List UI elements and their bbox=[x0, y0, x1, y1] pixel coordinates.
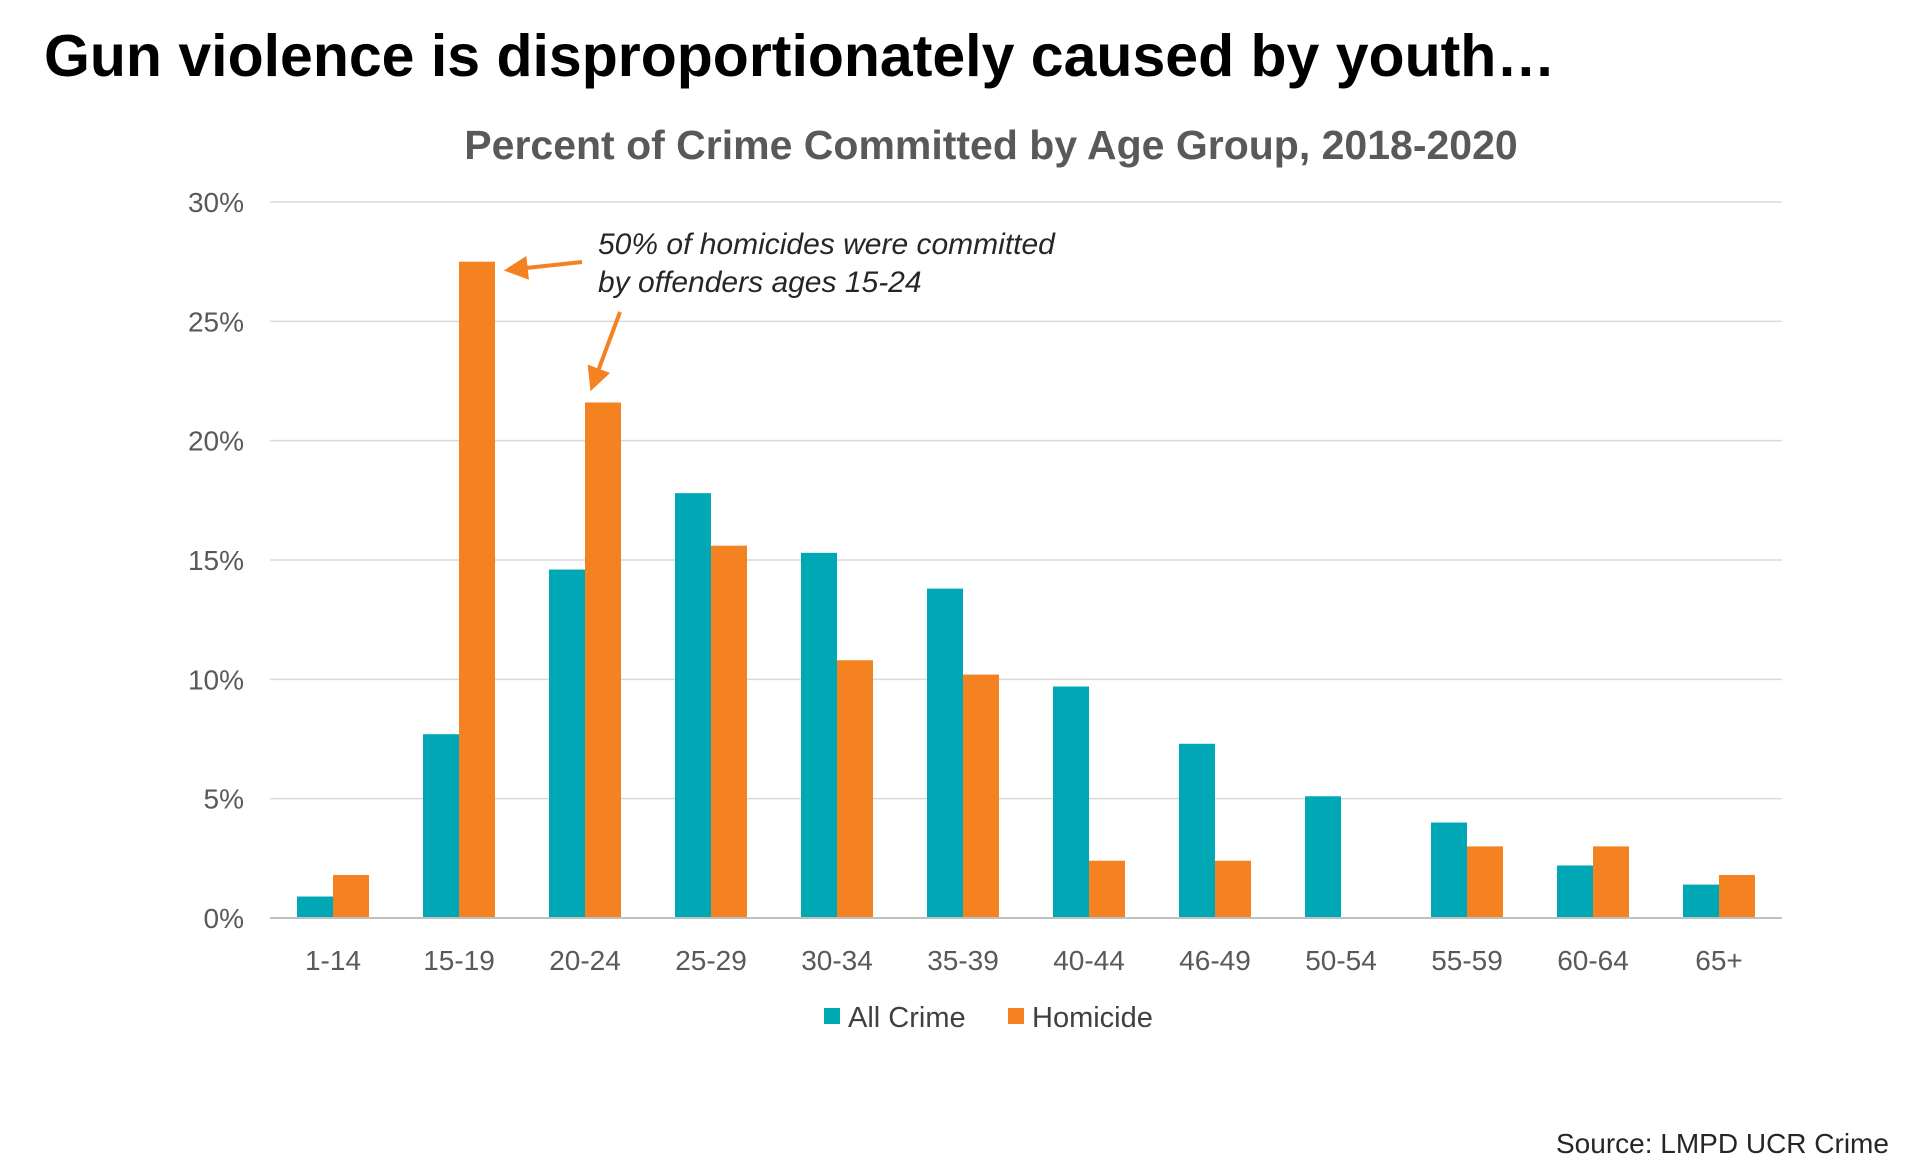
x-tick-label: 55-59 bbox=[1431, 945, 1503, 976]
bar-homicide-40-44 bbox=[1089, 860, 1125, 918]
chart-title: Percent of Crime Committed by Age Group,… bbox=[464, 122, 1517, 168]
x-tick-label: 40-44 bbox=[1053, 945, 1125, 976]
bar-all-crime-46-49 bbox=[1179, 743, 1215, 918]
legend-label: All Crime bbox=[848, 1002, 966, 1034]
bar-all-crime-30-34 bbox=[801, 552, 837, 918]
y-tick-label: 10% bbox=[188, 664, 244, 695]
y-tick-label: 25% bbox=[188, 306, 244, 337]
y-tick-label: 30% bbox=[188, 187, 244, 218]
legend-swatch bbox=[1008, 1008, 1024, 1024]
bars bbox=[297, 261, 1755, 919]
y-tick-label: 5% bbox=[204, 784, 244, 815]
bar-all-crime-40-44 bbox=[1053, 686, 1089, 918]
y-tick-label: 20% bbox=[188, 426, 244, 457]
bar-homicide-55-59 bbox=[1467, 846, 1503, 918]
annotation-arrow bbox=[587, 311, 622, 392]
x-tick-label: 15-19 bbox=[423, 945, 495, 976]
legend: All Crime Homicide bbox=[824, 1002, 1153, 1034]
bar-all-crime-35-39 bbox=[927, 588, 963, 918]
annotation-line-1: 50% of homicides were committed bbox=[598, 228, 1056, 261]
x-tick-label: 50-54 bbox=[1305, 945, 1377, 976]
bar-homicide-65+ bbox=[1719, 875, 1755, 918]
bar-all-crime-65+ bbox=[1683, 884, 1719, 918]
legend-label: Homicide bbox=[1032, 1002, 1153, 1034]
bar-all-crime-60-64 bbox=[1557, 865, 1593, 918]
x-tick-label: 30-34 bbox=[801, 945, 873, 976]
bar-all-crime-20-24 bbox=[549, 569, 585, 918]
x-tick-label: 60-64 bbox=[1557, 945, 1629, 976]
y-tick-label: 0% bbox=[204, 903, 244, 934]
headline: Gun violence is disproportionately cause… bbox=[44, 23, 1556, 89]
bar-homicide-35-39 bbox=[963, 674, 999, 918]
bar-homicide-30-34 bbox=[837, 660, 873, 918]
x-tick-label: 25-29 bbox=[675, 945, 747, 976]
bar-homicide-15-19 bbox=[459, 261, 495, 919]
y-tick-label: 15% bbox=[188, 545, 244, 576]
bar-all-crime-55-59 bbox=[1431, 822, 1467, 918]
bar-homicide-1-14 bbox=[333, 875, 369, 918]
x-tick-label: 65+ bbox=[1695, 945, 1743, 976]
x-axis: 1-14 15-19 20-24 25-29 30-34 35-39 40-44 46-49 5… bbox=[270, 917, 1782, 976]
x-tick-label: 1-14 bbox=[305, 945, 361, 976]
bar-homicide-46-49 bbox=[1215, 860, 1251, 918]
bar-all-crime-1-14 bbox=[297, 896, 333, 918]
gridlines bbox=[270, 201, 1782, 800]
x-tick-label: 35-39 bbox=[927, 945, 999, 976]
legend-swatch bbox=[824, 1008, 840, 1024]
annotation: 50% of homicides were committed by offen… bbox=[503, 228, 1056, 392]
annotation-line-2: by offenders ages 15-24 bbox=[598, 266, 922, 299]
bar-all-crime-50-54 bbox=[1305, 796, 1341, 918]
bar-all-crime-15-19 bbox=[423, 734, 459, 918]
bar-homicide-25-29 bbox=[711, 545, 747, 918]
source-note: Source: LMPD UCR Crime bbox=[1556, 1128, 1889, 1159]
bar-all-crime-25-29 bbox=[675, 493, 711, 918]
bar-homicide-20-24 bbox=[585, 402, 621, 919]
x-tick-label: 20-24 bbox=[549, 945, 621, 976]
y-axis: 0% 5% 10% 15% 20% 25% 30% bbox=[188, 187, 244, 934]
annotation-arrow bbox=[503, 255, 583, 280]
x-tick-label: 46-49 bbox=[1179, 945, 1251, 976]
bar-homicide-60-64 bbox=[1593, 846, 1629, 918]
